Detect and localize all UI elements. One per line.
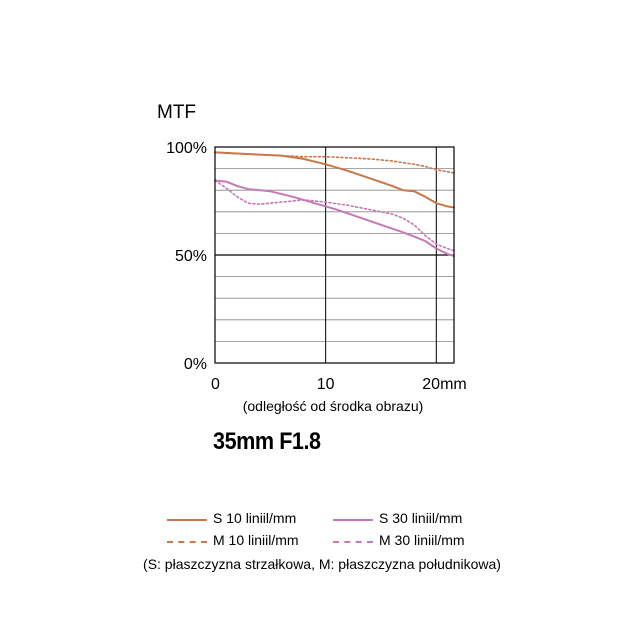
x-tick-label: 10 bbox=[317, 376, 335, 393]
legend-label: S 10 liniil/mm bbox=[213, 510, 297, 526]
x-tick-label: 20mm bbox=[422, 376, 466, 393]
x-axis-label: (odległość od środka obrazu) bbox=[243, 398, 424, 414]
plot-frame bbox=[214, 146, 455, 364]
y-axis-label: MTF bbox=[157, 102, 196, 123]
chart-grid bbox=[215, 147, 454, 363]
x-tick-label: 0 bbox=[211, 376, 220, 393]
legend-note: (S: płaszczyzna strzałkowa, M: płaszczyz… bbox=[143, 556, 501, 572]
chart-ticks: 100% 50% 0%0 10 20mm bbox=[166, 140, 467, 393]
series-line-3 bbox=[214, 179, 455, 252]
y-tick-label: 0% bbox=[184, 356, 207, 373]
y-tick-label: 100% bbox=[166, 140, 207, 157]
y-tick-label: 50% bbox=[175, 248, 207, 265]
legend-swatch bbox=[167, 541, 207, 543]
chart-series bbox=[214, 151, 455, 258]
series-line-2 bbox=[214, 179, 455, 258]
series-line-0 bbox=[214, 151, 455, 209]
legend-label: M 30 liniil/mm bbox=[379, 532, 465, 548]
legend-label: M 10 liniil/mm bbox=[213, 532, 299, 548]
series-line-1 bbox=[214, 151, 455, 174]
chart-title: 35mm F1.8 bbox=[213, 428, 321, 455]
legend-swatch bbox=[333, 519, 373, 521]
legend-swatch bbox=[167, 519, 207, 521]
legend-swatch bbox=[333, 541, 373, 543]
legend-label: S 30 liniil/mm bbox=[379, 510, 463, 526]
